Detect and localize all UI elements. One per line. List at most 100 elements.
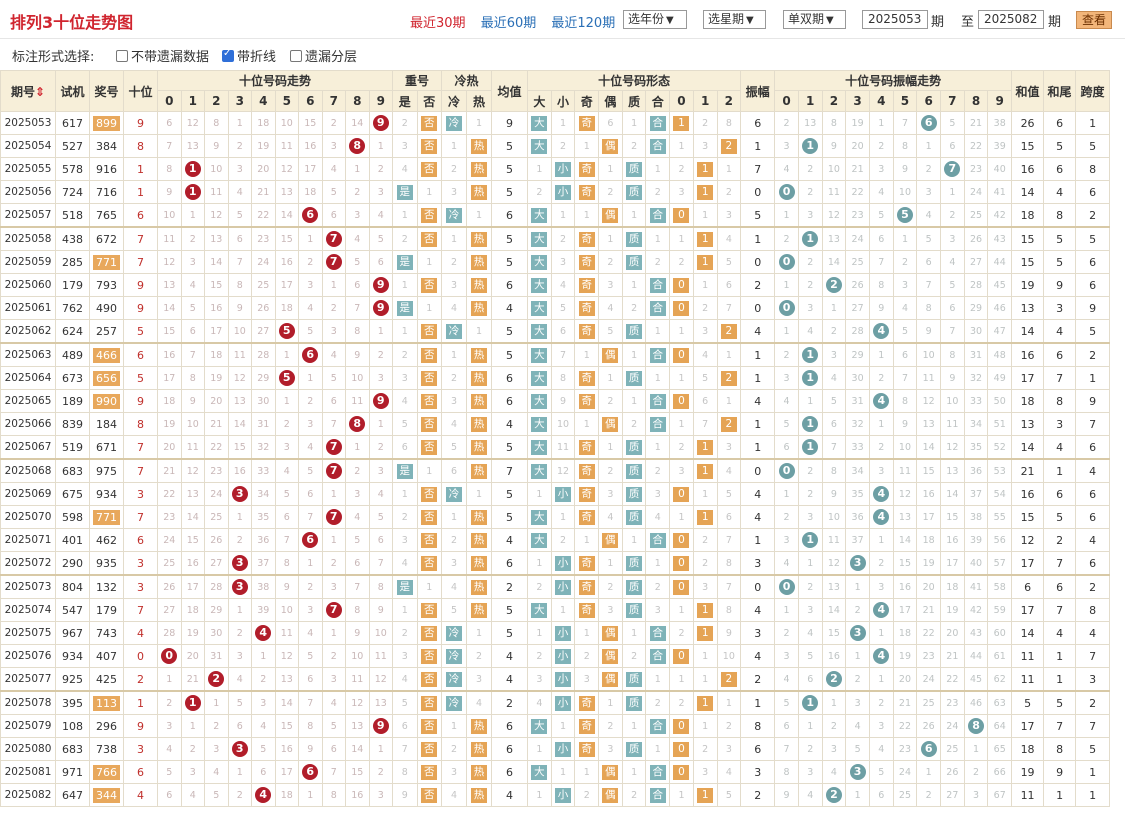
trend-miss: 14 [274, 690, 299, 715]
jh-value: 771 [93, 509, 120, 525]
repeat-tag-value: 否 [421, 625, 438, 641]
zf-miss: 7 [916, 273, 941, 297]
zf-miss: 3 [845, 690, 870, 715]
checkbox-icon[interactable] [290, 50, 302, 62]
zf-miss: 36 [845, 505, 870, 529]
jh-value: 257 [96, 324, 117, 338]
avg-cell: 4 [491, 644, 528, 668]
shape-tag-value: 奇 [578, 277, 595, 293]
hot-tag-value: 热 [471, 277, 487, 293]
zf-miss: 9 [916, 319, 941, 344]
option-no-missing[interactable]: 不带遗漏数据 [116, 46, 209, 65]
trend-miss: 5 [321, 714, 346, 738]
col-issue[interactable]: 期号⇕ [0, 70, 56, 112]
checkbox-checked-icon[interactable] [222, 48, 234, 62]
link-recent-120[interactable]: 最近120期 [551, 16, 616, 31]
shape-miss: 5 [692, 366, 718, 390]
zf-miss: 47 [987, 319, 1013, 344]
zf-miss: 18 [940, 574, 965, 599]
shape-tag-value: 质 [626, 602, 643, 618]
shape-miss: 1 [669, 134, 694, 158]
shape-miss: 2 [550, 528, 576, 552]
trend-miss: 4 [227, 667, 252, 692]
repeat-miss: 1 [416, 458, 442, 483]
zf-miss: 24 [940, 714, 965, 738]
avg-cell: 6 [491, 714, 528, 738]
shape-miss: 1 [669, 319, 694, 344]
sum-cell: 26 [1011, 111, 1045, 135]
sw-cell: 0 [123, 644, 158, 668]
shape-tag: 大 [527, 250, 552, 274]
trend-miss: 3 [368, 366, 393, 390]
shape-tag: 1 [692, 226, 718, 251]
zf-miss: 15 [892, 551, 918, 576]
option-layered[interactable]: 遗漏分层 [290, 46, 357, 65]
week-select[interactable]: 选星期 ▼ [703, 10, 766, 29]
trend-miss: 5 [251, 737, 276, 761]
link-recent-60[interactable]: 最近60期 [480, 16, 537, 31]
zf-ball: 3 [845, 760, 870, 784]
trend-miss: 2 [227, 621, 252, 645]
trend-ball-value: 4 [255, 625, 272, 641]
trend-miss: 3 [274, 435, 299, 460]
shape-tag-value: 合 [649, 207, 666, 223]
shape-tag: 大 [527, 319, 552, 344]
zf-miss: 10 [821, 157, 847, 181]
zf-miss: 48 [987, 342, 1013, 367]
shape-miss: 1 [645, 667, 671, 692]
tail-cell: 7 [1043, 598, 1077, 622]
col-avg: 均值 [491, 70, 528, 112]
shape-miss: 1 [621, 621, 647, 645]
trend-miss: 4 [345, 505, 370, 529]
jh-value: 716 [96, 185, 117, 199]
sj-cell: 839 [55, 412, 90, 436]
from-issue-input[interactable]: 2025053 [862, 10, 928, 29]
shape-miss: 2 [527, 180, 552, 204]
hot-tag-value: 热 [471, 741, 487, 757]
trend-miss: 28 [251, 342, 276, 367]
avg-cell: 2 [491, 574, 528, 599]
hot-tag-value: 热 [471, 463, 487, 479]
trend-miss: 6 [227, 226, 252, 251]
avg-cell: 5 [491, 157, 528, 181]
zf-miss: 24 [963, 180, 989, 204]
span-cell: 6 [1075, 505, 1111, 529]
shape-tag: 1 [692, 435, 718, 460]
shape-tag: 小 [550, 690, 576, 715]
link-recent-30[interactable]: 最近30期 [410, 16, 466, 31]
jh-value: 738 [96, 742, 117, 756]
trend-miss: 11 [274, 134, 299, 158]
shape-tag: 0 [669, 760, 694, 784]
trend-ball-value: 4 [255, 787, 272, 803]
shape-miss: 1 [621, 111, 647, 135]
sj-cell: 179 [55, 273, 90, 297]
shape-miss: 6 [550, 319, 576, 344]
jh-cell: 132 [89, 574, 124, 599]
shape-tag-value: 合 [649, 393, 666, 409]
shape-miss: 5 [716, 482, 742, 506]
zf-miss: 14 [892, 528, 918, 552]
shape-miss: 11 [550, 435, 576, 460]
trend-miss: 11 [368, 644, 393, 668]
zf-cell: 0 [740, 250, 776, 274]
trend-miss: 1 [368, 319, 393, 344]
zf-miss: 21 [845, 157, 870, 181]
option-polyline[interactable]: 带折线 [222, 46, 276, 65]
table-row: 2025056 724 716 1 9 1 11 4 21 13 18 5 2 3 是 1 3 热 5 2 小奇 2 质 2 3… [0, 180, 1111, 204]
shape-tag-value: 0 [673, 741, 690, 757]
zf-miss: 6 [892, 342, 918, 367]
year-select[interactable]: 选年份 ▼ [623, 10, 687, 29]
col-shape-8: 2 [716, 90, 742, 112]
zf-cell: 0 [740, 574, 776, 599]
repeat-tag: 否 [416, 598, 442, 622]
to-issue-input[interactable]: 2025082 [978, 10, 1044, 29]
checkbox-icon[interactable] [116, 50, 128, 62]
zf-miss: 5 [797, 644, 823, 668]
shape-tag-value: 质 [626, 463, 643, 479]
repeat-tag: 是 [392, 180, 418, 204]
shape-miss: 1 [621, 342, 647, 367]
trend-ball: 9 [368, 111, 393, 135]
trend-miss: 10 [345, 644, 370, 668]
parity-select[interactable]: 单双期 ▼ [783, 10, 846, 29]
query-button[interactable]: 查看 [1076, 11, 1112, 29]
